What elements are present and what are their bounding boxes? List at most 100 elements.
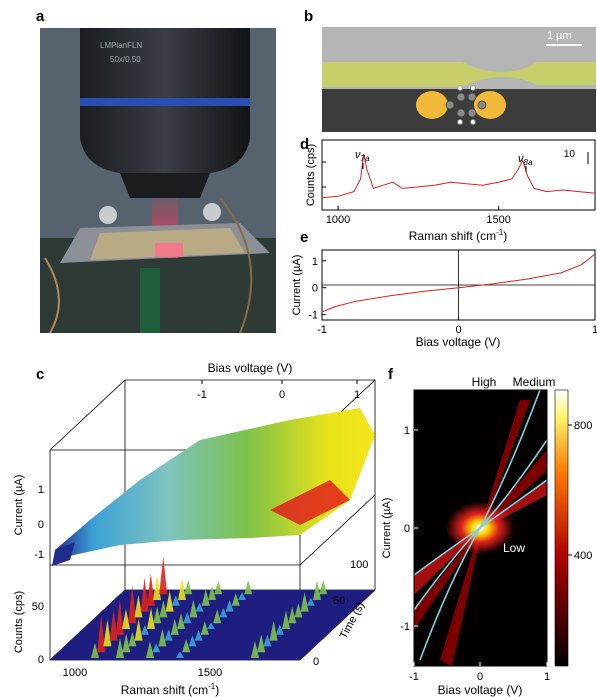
raman-peak-3d [103, 619, 112, 647]
3d-raman-iv-chart: Bias voltage (V) -1 0 1 Current (µA) 10-1 … [13, 361, 376, 697]
raman-peak-3d [147, 607, 155, 629]
iv-x-tick-label: 1 [592, 324, 597, 336]
raman-peak-3d [97, 615, 106, 653]
raman-peaks-3d [91, 556, 328, 658]
raman-x-tick-label: 1500 [486, 214, 510, 226]
iv-y-tick-label: 0 [312, 283, 318, 295]
raman-peak-3d [164, 629, 173, 641]
iv-x-label: Bias voltage (V) [416, 335, 501, 349]
raman-peak-3d [306, 597, 315, 606]
raman-peak-3d [208, 585, 216, 600]
raman-peak-3d [275, 624, 284, 635]
3d-time-tick-label: 0 [313, 656, 319, 668]
3d-time-tick-label: 100 [350, 559, 368, 571]
raman-peak-3d [91, 642, 99, 658]
heatmap-ticks: -1 0 1 1 0 -1 [400, 425, 550, 683]
raman-peak-3d [244, 580, 253, 595]
raman-peak-3d [153, 575, 161, 600]
raman-peak-3d [188, 635, 197, 647]
3d-current-ticks: 1 0 -1 [34, 484, 44, 561]
3d-raman-tick-label: 1000 [63, 667, 87, 679]
3d-raman-tick-label: 1500 [198, 667, 222, 679]
heatmap-x-tick-label: -1 [409, 671, 419, 683]
iv-trace [321, 253, 596, 313]
raman-x-tick-label: 1000 [326, 214, 350, 226]
raman-peak-3d [257, 634, 266, 653]
label-low: Low [503, 541, 525, 555]
raman-y-label: Counts (cps) [305, 144, 317, 206]
raman-peak-3d [171, 595, 180, 606]
raman-peak-3d [128, 631, 137, 647]
colorbar [554, 389, 569, 667]
raman-peak-3d [184, 580, 193, 595]
3d-time-tick-label: 50 [333, 595, 345, 607]
raman-peak-3d [200, 621, 209, 635]
heatmap-density [414, 390, 547, 666]
raman-peak-3d [269, 620, 278, 641]
raman-peak-3d [122, 608, 130, 629]
raman-peak-3d [238, 591, 246, 600]
heatmap-y-tick-label: -1 [400, 621, 410, 633]
panel-label-f: f [388, 366, 393, 383]
iv-surface-red [270, 480, 350, 525]
raman-peak-3d [231, 593, 240, 606]
colorbar-tick-label: 400 [574, 550, 592, 562]
raman-peak-3d [182, 638, 191, 653]
heatmap-y-tick-label: 0 [404, 523, 410, 535]
raman-peak-3d [251, 640, 259, 658]
iv-y-tick-label: -1 [308, 310, 318, 322]
panel-label-e: e [300, 229, 309, 246]
3d-counts-ticks: 50 0 [32, 601, 44, 666]
iv-heatmap-chart: High Medium Low -1 0 1 1 0 -1 Current (µA) Bi… [381, 375, 592, 697]
3d-top-tick-label: 0 [279, 389, 285, 401]
scale-bar-label: 1 µm [547, 30, 572, 42]
raman-peak-3d [170, 619, 179, 635]
3d-x-label: Raman shift (cm-1) [121, 682, 219, 697]
raman-peak-3d [195, 602, 204, 612]
panel-label-b: b [304, 8, 314, 25]
raman-peak-3d [128, 585, 137, 624]
raman-peak-3d [140, 624, 149, 635]
raman-peak-3d [207, 622, 215, 629]
raman-peak-3d [189, 599, 198, 618]
iv-ticks: -1 0 1 1 0 -1 [308, 256, 597, 336]
raman-peak-3d [122, 633, 131, 653]
raman-peak-3d [165, 590, 174, 612]
sem-image: 1 µm [322, 27, 596, 132]
heatmap-y-tick-label: 1 [404, 425, 410, 437]
raman-peak-3d [313, 580, 321, 600]
3d-counts-label: Counts (cps) [13, 591, 25, 653]
raman-peak-3d [153, 606, 162, 624]
raman-peak-3d [178, 578, 186, 600]
raman-peak-3d [152, 643, 161, 653]
raman-peak-3d [201, 588, 210, 606]
raman-peak-3d [158, 628, 167, 647]
raman-peak-3d [177, 613, 185, 629]
raman-x-label: Raman shift (cm-1) [409, 228, 507, 243]
colorbar-ticks: 800 400 [568, 420, 592, 562]
raman-peak-3d [109, 609, 118, 641]
3d-top-axis-label: Bias voltage (V) [208, 361, 293, 375]
raman-peak-3d [140, 577, 149, 612]
colorbar-tick-label: 800 [574, 420, 592, 432]
svg-text:LMPlanFLN: LMPlanFLN [100, 41, 142, 50]
3d-counts-tick-label: 50 [32, 601, 44, 613]
3d-current-tick-label: 0 [38, 519, 44, 531]
iv-x-tick-label: -1 [317, 324, 327, 336]
raman-peak-3d [219, 608, 228, 618]
raman-peak-3d [282, 610, 290, 629]
3d-counts-tick-label: 0 [38, 654, 44, 666]
panel-label-a: a [36, 8, 45, 25]
heatmap-y-label: Current (µA) [381, 498, 393, 559]
raman-peak-3d [214, 580, 223, 595]
raman-peak-3d [115, 599, 124, 635]
raman-plot-frame [321, 139, 596, 211]
raman-peak-3d [146, 573, 155, 606]
raman-peak-3d [225, 599, 234, 612]
label-high: High [472, 375, 497, 389]
raman-peak-3d [134, 618, 143, 641]
iv-surface-edge [52, 542, 75, 566]
peak-label-v8a: ν8a [518, 153, 533, 167]
svg-text:50x/0.50: 50x/0.50 [110, 55, 141, 64]
3d-top-tick-label: 1 [354, 389, 360, 401]
